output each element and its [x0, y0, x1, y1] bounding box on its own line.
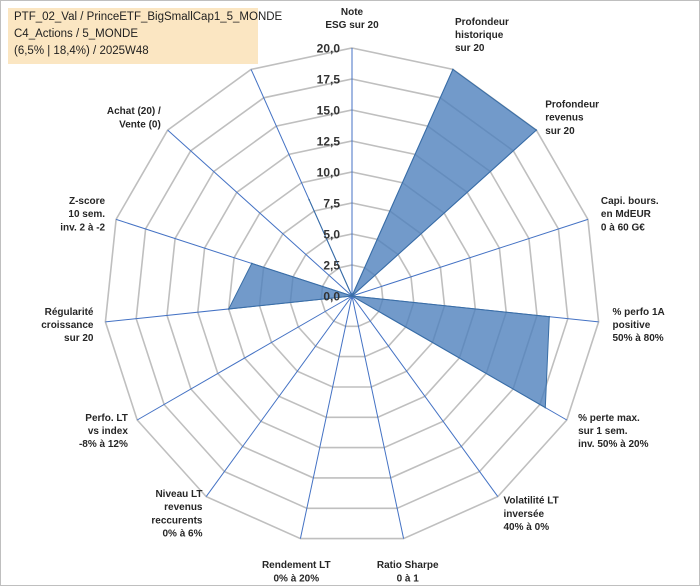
- axis-label-7: Ratio Sharpe 0 à 1: [377, 560, 439, 584]
- tick-label-6: 15,0: [317, 104, 341, 118]
- grid-ring-8: [104, 47, 600, 540]
- axis-label-8-line-1: 0% à 20%: [274, 573, 320, 584]
- axis-label-9-line-3: 0% à 6%: [162, 529, 202, 540]
- radar-grid: [104, 47, 600, 540]
- axis-label-1: Profondeur historique sur 20: [455, 17, 509, 54]
- axis-label-4-line-2: 50% à 80%: [613, 333, 664, 344]
- axis-label-5-line-1: sur 1 sem.: [578, 426, 628, 437]
- tick-label-2: 5,0: [323, 228, 340, 242]
- axis-spoke-6: [351, 295, 499, 497]
- axis-spoke-9: [205, 295, 353, 497]
- axis-label-5-line-2: inv. 50% à 20%: [578, 439, 649, 450]
- grid-ring-1: [320, 264, 384, 328]
- axis-label-11: Régularité croissance sur 20: [41, 307, 94, 344]
- axis-label-10-line-1: vs index: [88, 426, 128, 437]
- chart-title-box: PTF_02_Val / PrinceETF_BigSmallCap1_5_MO…: [8, 8, 282, 64]
- axis-label-1-line-2: sur 20: [455, 43, 485, 54]
- axis-label-6: Volatilité LT inversée 40% à 0%: [504, 496, 559, 533]
- axis-label-9-line-2: reccurents: [151, 515, 203, 526]
- data-point-4: [548, 315, 551, 318]
- axis-label-11-line-2: sur 20: [64, 333, 94, 344]
- tick-label-1: 2,5: [323, 259, 340, 273]
- axis-label-9-line-1: revenus: [164, 502, 203, 513]
- axis-label-13-line-0: Achat (20) /: [107, 106, 161, 117]
- axis-label-1-line-0: Profondeur: [455, 17, 509, 28]
- tick-label-4: 10,0: [317, 166, 341, 180]
- tick-label-8: 20,0: [317, 42, 341, 56]
- axis-label-4: % perfo 1A positive 50% à 80%: [613, 307, 665, 344]
- axis-spoke-10: [136, 295, 353, 421]
- axis-label-11-line-0: Régularité: [45, 307, 94, 318]
- data-point-12: [251, 262, 253, 265]
- grid-ring-5: [196, 140, 508, 449]
- axis-label-2-line-2: sur 20: [545, 126, 575, 137]
- axis-label-6-line-1: inversée: [504, 509, 545, 520]
- tick-label-7: 17,5: [317, 73, 341, 87]
- axis-label-0: Note ESG sur 20: [325, 7, 379, 31]
- title-line-3: (6,5% | 18,4%) / 2025W48: [14, 45, 149, 57]
- grid-ring-6: [166, 109, 538, 479]
- data-point-13: [351, 295, 353, 297]
- axis-label-4-line-1: positive: [613, 320, 651, 331]
- axis-label-4-line-0: % perfo 1A: [613, 307, 665, 318]
- axis-label-3-line-1: en MdEUR: [601, 209, 652, 220]
- radial-tick-labels: 0,0 2,5 5,0 7,5 10,0 12,5 15,0 17,5 20,0: [317, 42, 341, 304]
- axis-label-10-line-2: -8% à 12%: [79, 439, 128, 450]
- axis-label-8-line-0: Rendement LT: [262, 560, 331, 571]
- data-point-14: [308, 198, 310, 201]
- data-point-5: [544, 406, 547, 409]
- axis-label-8: Rendement LT 0% à 20%: [262, 560, 331, 584]
- tick-label-5: 12,5: [317, 135, 341, 149]
- grid-ring-7: [135, 78, 569, 510]
- axis-label-12-line-1: 10 sem.: [68, 209, 105, 220]
- axis-spoke-7: [351, 295, 405, 539]
- axis-label-3-line-0: Capi. bours.: [601, 196, 659, 207]
- tick-label-0: 0,0: [323, 290, 340, 304]
- grid-ring-4: [227, 171, 477, 419]
- axis-label-10-line-0: Perfo. LT: [85, 413, 128, 424]
- axis-label-13-line-1: Vente (0): [119, 119, 161, 130]
- axis-label-2: Profondeur revenus sur 20: [545, 100, 599, 137]
- series-area-0: [227, 68, 550, 409]
- axis-label-9-line-0: Niveau LT: [155, 489, 202, 500]
- axis-label-2-line-0: Profondeur: [545, 100, 599, 111]
- axis-label-10: Perfo. LT vs index -8% à 12%: [79, 413, 128, 450]
- data-point-1: [452, 68, 454, 71]
- axis-label-12-line-0: Z-score: [69, 196, 106, 207]
- axis-label-12: Z-score 10 sem. inv. 2 à -2: [60, 196, 105, 233]
- data-point-2: [535, 129, 538, 131]
- grid-ring-3: [258, 202, 446, 388]
- axis-label-6-line-0: Volatilité LT: [504, 496, 559, 507]
- axis-label-12-line-2: inv. 2 à -2: [60, 222, 105, 233]
- title-line-1: PTF_02_Val / PrinceETF_BigSmallCap1_5_MO…: [14, 11, 283, 23]
- axis-label-6-line-2: 40% à 0%: [504, 522, 550, 533]
- grid-ring-2: [289, 233, 415, 358]
- axis-spoke-13: [167, 129, 353, 297]
- axis-label-1-line-1: historique: [455, 30, 504, 41]
- radar-series: [227, 68, 551, 409]
- axis-label-5: % perte max. sur 1 sem. inv. 50% à 20%: [578, 413, 649, 450]
- tick-label-3: 7,5: [323, 197, 340, 211]
- axis-label-3-line-2: 0 à 60 G€: [601, 222, 645, 233]
- axis-spoke-8: [299, 295, 353, 539]
- axis-spoke-3: [351, 218, 589, 297]
- axis-label-9: Niveau LT revenus reccurents 0% à 6%: [151, 489, 203, 540]
- title-line-2: C4_Actions / 5_MONDE: [14, 28, 138, 40]
- axis-label-11-line-1: croissance: [41, 320, 94, 331]
- axis-label-13: Achat (20) / Vente (0): [107, 106, 161, 130]
- axis-label-0-line-0: Note: [341, 7, 364, 18]
- data-point-11: [227, 308, 230, 310]
- axis-label-2-line-1: revenus: [545, 113, 584, 124]
- axis-label-0-line-1: ESG sur 20: [325, 20, 379, 31]
- axis-label-7-line-0: Ratio Sharpe: [377, 560, 439, 571]
- axis-label-7-line-1: 0 à 1: [397, 573, 420, 584]
- axis-label-5-line-0: % perte max.: [578, 413, 640, 424]
- axis-label-3: Capi. bours. en MdEUR 0 à 60 G€: [601, 196, 659, 233]
